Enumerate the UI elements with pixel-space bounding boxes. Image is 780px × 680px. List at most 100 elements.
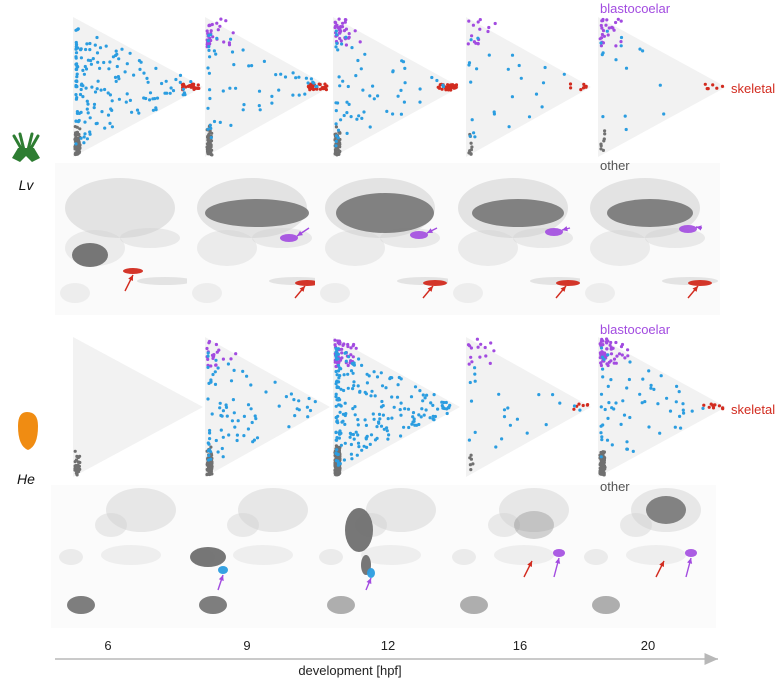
point-blastocoelar [466, 42, 470, 46]
ternary-triangle [466, 337, 591, 477]
blastocoelar-arrow [685, 557, 693, 578]
point-progenitor [82, 135, 86, 139]
point-progenitor [82, 141, 86, 145]
point-progenitor [209, 136, 213, 140]
point-blastocoelar [601, 29, 606, 33]
point-progenitor [431, 417, 435, 421]
point-blastocoelar [218, 24, 222, 28]
point-progenitor [74, 97, 78, 101]
umap-highlight-blastocoelar [679, 225, 697, 233]
umap-highlight-other [327, 596, 355, 614]
point-progenitor [93, 43, 97, 47]
point-progenitor [631, 449, 635, 453]
umap-highlight-other [345, 508, 373, 552]
point-progenitor [211, 372, 215, 377]
point-skeletal [585, 403, 590, 407]
umap-highlight-blastocoelar [280, 234, 298, 242]
point-blastocoelar [338, 36, 342, 41]
point-blastocoelar [488, 361, 492, 365]
point-progenitor [440, 400, 444, 404]
arrow-head [218, 575, 224, 581]
point-progenitor [472, 131, 476, 135]
point-progenitor [145, 76, 149, 80]
skeletal-arrow [687, 285, 699, 299]
umap-cluster [319, 549, 343, 565]
point-progenitor [441, 85, 446, 89]
point-progenitor [675, 384, 679, 388]
point-progenitor [541, 81, 546, 85]
point-progenitor [353, 405, 357, 409]
point-other [599, 142, 603, 146]
point-blastocoelar [468, 344, 472, 348]
point-blastocoelar [599, 44, 604, 48]
point-progenitor [391, 112, 395, 116]
point-other [210, 131, 214, 135]
point-progenitor [82, 72, 86, 76]
point-skeletal [454, 85, 458, 89]
point-blastocoelar [608, 343, 612, 347]
point-progenitor [229, 379, 234, 383]
point-progenitor [469, 399, 474, 403]
umap-cluster [59, 549, 83, 565]
point-progenitor [95, 35, 99, 40]
point-progenitor [342, 113, 346, 118]
point-progenitor [108, 121, 112, 125]
point-blastocoelar [619, 345, 624, 349]
point-progenitor [313, 400, 317, 404]
point-blastocoelar [605, 18, 609, 22]
point-progenitor [209, 457, 213, 461]
point-progenitor [218, 406, 222, 410]
point-blastocoelar [612, 357, 617, 361]
point-progenitor [638, 47, 642, 51]
point-blastocoelar [599, 23, 603, 28]
ternary-triangle [73, 337, 203, 477]
point-progenitor [242, 414, 246, 418]
umap-cluster [137, 277, 193, 285]
umap-highlight-other [190, 547, 226, 567]
point-progenitor [467, 61, 472, 65]
point-blastocoelar [472, 40, 476, 44]
point-progenitor [334, 404, 338, 408]
point-skeletal [196, 83, 200, 87]
point-progenitor [228, 86, 232, 90]
point-progenitor [506, 406, 510, 410]
point-blastocoelar [614, 44, 618, 48]
point-progenitor [492, 110, 496, 114]
point-progenitor [346, 84, 350, 89]
point-progenitor [350, 457, 354, 461]
point-progenitor [337, 75, 341, 79]
point-skeletal [711, 83, 715, 87]
point-progenitor [107, 67, 111, 71]
point-blastocoelar [334, 21, 338, 25]
point-progenitor [115, 64, 119, 69]
point-progenitor [98, 46, 103, 50]
point-other [599, 147, 603, 151]
skeletal-arrow [422, 285, 434, 299]
point-progenitor [343, 441, 347, 445]
point-progenitor [154, 106, 158, 110]
tick-label-12: 12 [381, 638, 395, 653]
point-progenitor [75, 72, 79, 76]
point-progenitor [341, 79, 345, 83]
point-progenitor [206, 66, 210, 70]
point-blastocoelar [335, 23, 339, 27]
point-progenitor [407, 425, 411, 430]
point-blastocoelar [607, 26, 611, 30]
point-blastocoelar [617, 352, 622, 356]
arrow-head [562, 226, 568, 232]
ternary-panel-lv-12 [333, 17, 460, 157]
point-progenitor [334, 29, 338, 33]
point-progenitor [619, 44, 623, 48]
point-progenitor [382, 427, 386, 431]
point-blastocoelar [605, 341, 609, 345]
point-progenitor [315, 84, 319, 89]
point-progenitor [599, 346, 604, 350]
point-progenitor [396, 383, 400, 387]
point-progenitor [117, 77, 121, 81]
point-progenitor [345, 100, 349, 104]
point-other [209, 445, 213, 449]
point-progenitor [74, 56, 78, 60]
point-progenitor [130, 110, 134, 114]
point-progenitor [336, 459, 340, 463]
